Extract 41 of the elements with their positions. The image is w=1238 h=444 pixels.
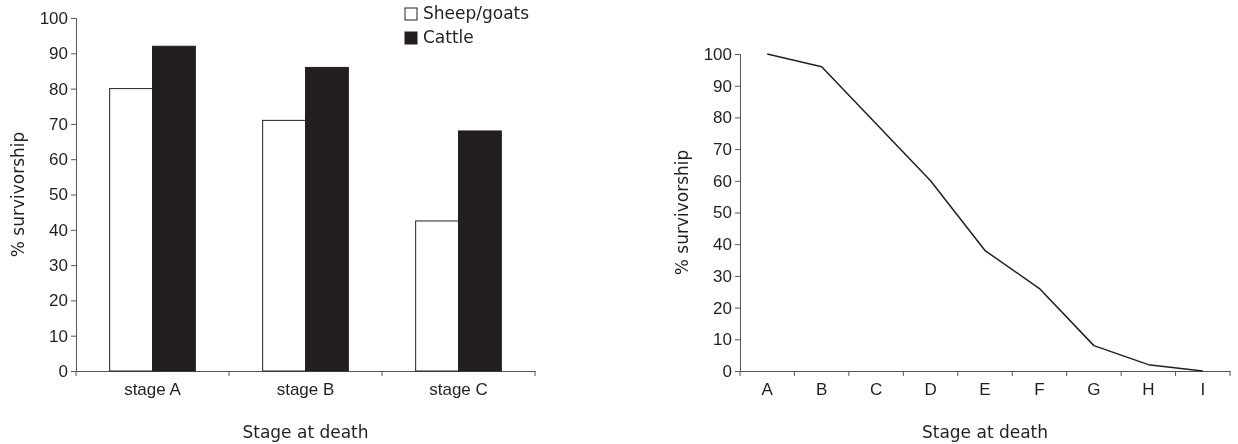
y-tick-label: 80 [713, 108, 732, 128]
x-tick-label: stage A [124, 380, 182, 400]
y-tick-label: 90 [49, 44, 68, 64]
x-axis-title: Stage at death [921, 422, 1049, 442]
y-tick-label: 70 [713, 140, 732, 160]
y-tick-label: 70 [49, 114, 68, 134]
y-tick-label: 30 [713, 266, 732, 286]
legend-label: Sheep/goats [423, 3, 530, 23]
x-axis-title: Stage at death [242, 422, 369, 442]
line-series [766, 53, 1204, 372]
y-tick-label: 100 [39, 8, 68, 28]
y-tick-label: 50 [713, 203, 732, 223]
x-tick-label: stage C [429, 380, 488, 400]
y-tick-label: 50 [49, 185, 68, 205]
x-tick-label: G [1087, 380, 1101, 400]
x-tick-label: I [1200, 380, 1206, 400]
y-tick-label: 20 [713, 298, 732, 318]
x-tick-label: C [869, 380, 883, 400]
legend-label: Cattle [423, 27, 474, 47]
y-tick-label: 0 [722, 361, 732, 381]
y-tick-label: 40 [49, 220, 68, 240]
x-tick-label: E [979, 380, 991, 400]
x-tick-label: stage B [276, 380, 335, 400]
y-tick-label: 60 [49, 150, 68, 170]
y-tick-label: 0 [58, 361, 68, 381]
y-tick-label: 80 [49, 79, 68, 99]
y-tick-label: 90 [713, 76, 732, 96]
x-tick-label: A [761, 380, 774, 400]
y-axis-title: % survivorship [672, 149, 692, 276]
x-tick-label: F [1034, 380, 1045, 400]
x-tick-label: B [815, 380, 828, 400]
y-axis-title: % survivorship [8, 131, 28, 258]
y-tick-label: 30 [49, 256, 68, 276]
x-tick-label: H [1142, 380, 1155, 400]
y-tick-label: 20 [49, 291, 68, 311]
y-tick-label: 10 [713, 330, 732, 350]
x-tick-label: D [924, 380, 937, 400]
y-tick-label: 100 [703, 44, 732, 64]
y-tick-label: 10 [49, 326, 68, 346]
y-tick-label: 40 [713, 235, 732, 255]
y-tick-label: 60 [713, 171, 732, 191]
